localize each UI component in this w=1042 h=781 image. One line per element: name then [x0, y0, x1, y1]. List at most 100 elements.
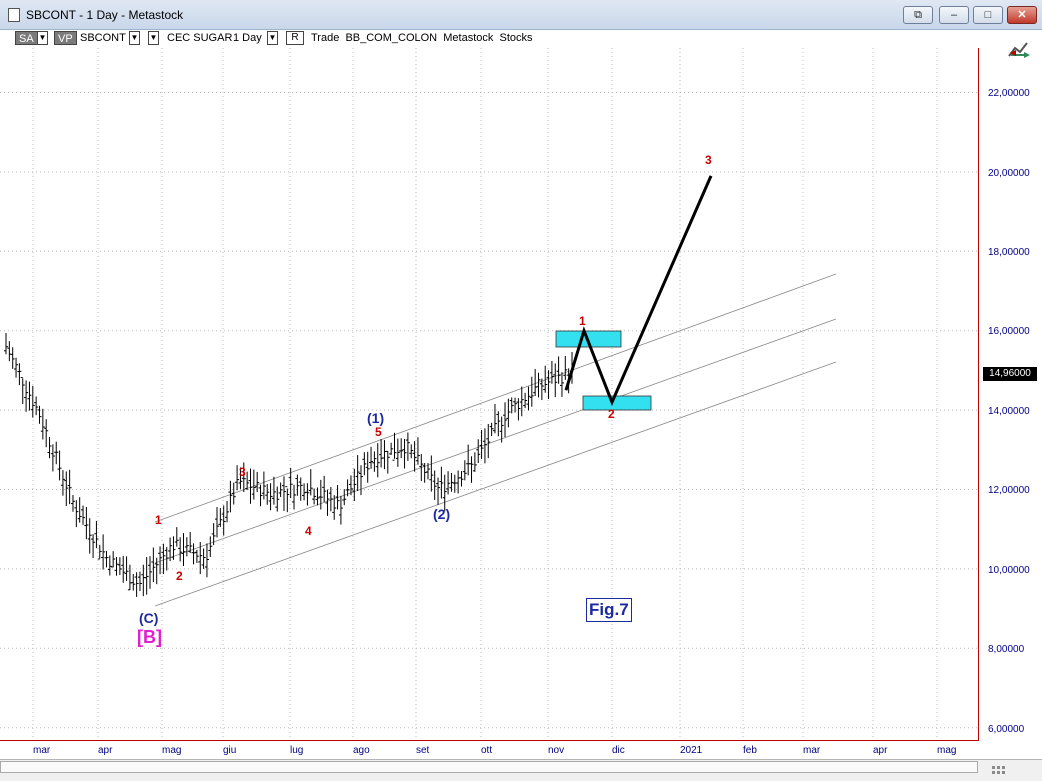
- price-tick: 16,00000: [988, 326, 1030, 337]
- price-bar: [261, 471, 266, 500]
- minimize-button[interactable]: –: [939, 6, 969, 24]
- price-bar: [415, 437, 420, 465]
- price-bar: [345, 479, 350, 497]
- restore-icon[interactable]: ⧉: [903, 6, 933, 24]
- price-bar: [14, 357, 19, 378]
- month-tick: giu: [223, 745, 237, 756]
- vp-button[interactable]: VP: [54, 31, 77, 45]
- period-dropdown-icon[interactable]: ▼: [267, 31, 278, 45]
- price-bar: [101, 534, 106, 570]
- price-bar: [40, 408, 45, 440]
- price-bar: [372, 451, 377, 472]
- figure-label: Fig.7: [586, 598, 632, 622]
- name-dropdown-icon[interactable]: ▼: [148, 31, 159, 45]
- price-bar: [379, 439, 384, 468]
- month-tick: mag: [162, 745, 182, 756]
- chart-toolbar: SA ▼ VP SBCONT ▼ ▼ CEC SUGAR 1 Day ▼ R T…: [0, 30, 978, 48]
- month-tick: apr: [873, 745, 888, 756]
- price-bar: [275, 486, 280, 512]
- price-bar: [425, 463, 430, 480]
- channel-lower-line: [154, 361, 837, 607]
- price-bar: [127, 564, 132, 591]
- price-bar: [496, 411, 501, 437]
- price-bar: [359, 465, 364, 496]
- price-bar: [271, 476, 276, 505]
- price-bar: [161, 543, 166, 575]
- wave-label-4: 4: [305, 524, 312, 538]
- wave-labels: 1 2 3 4 5 (1) (2) (C) [B] 1 2 3: [137, 153, 712, 647]
- symbol-label[interactable]: SBCONT: [80, 32, 126, 44]
- price-bar: [107, 555, 112, 576]
- price-bar: [292, 484, 297, 510]
- price-bar: [20, 377, 25, 405]
- price-bar: [499, 416, 504, 443]
- wave-label-major-1: (1): [367, 410, 384, 426]
- price-bar: [506, 398, 511, 428]
- month-tick: dic: [612, 745, 625, 756]
- security-info: Trade BB_COM_COLON Metastock Stocks: [311, 32, 533, 44]
- price-bar: [452, 474, 457, 493]
- price-bar: [50, 444, 55, 472]
- price-bar: [399, 438, 404, 459]
- price-bar: [114, 556, 119, 576]
- month-tick: ago: [353, 745, 370, 756]
- maximize-button[interactable]: □: [973, 6, 1003, 24]
- price-bar: [509, 397, 514, 414]
- price-bar: [389, 442, 394, 456]
- price-bar: [111, 551, 116, 568]
- month-tick: apr: [98, 745, 113, 756]
- price-bar: [456, 470, 461, 494]
- horizontal-scrollbar[interactable]: [0, 761, 978, 773]
- price-bar: [429, 455, 434, 492]
- price-bar: [566, 368, 571, 394]
- price-bar: [184, 537, 189, 557]
- price-bar: [543, 365, 548, 393]
- price-bar: [332, 495, 337, 520]
- price-bar: [519, 386, 524, 417]
- price-bar: [302, 483, 307, 501]
- price-bar: [255, 471, 260, 493]
- price-bar: [225, 501, 230, 523]
- price-bar: [70, 495, 75, 512]
- month-tick: mar: [33, 745, 51, 756]
- price-bar: [117, 557, 122, 576]
- price-bar: [446, 471, 451, 495]
- price-bar: [288, 467, 293, 499]
- price-bar: [228, 480, 233, 513]
- price-bar: [412, 441, 417, 472]
- price-bar: [523, 392, 528, 409]
- sa-button[interactable]: SA: [15, 31, 38, 45]
- close-button[interactable]: ✕: [1007, 6, 1037, 24]
- price-tick: 22,00000: [988, 88, 1030, 99]
- last-price-badge: 14,96000: [983, 367, 1037, 381]
- price-bar: [235, 465, 240, 491]
- price-bar: [278, 482, 283, 498]
- price-bar: [194, 549, 199, 563]
- resize-grip-icon[interactable]: [990, 762, 1010, 776]
- price-bar: [37, 405, 42, 424]
- price-bar: [516, 398, 521, 421]
- price-bar: [305, 483, 310, 506]
- price-bar: [476, 439, 481, 463]
- trend-channel: [154, 273, 837, 607]
- sa-dropdown-icon[interactable]: ▼: [37, 31, 48, 45]
- price-bar: [419, 454, 424, 482]
- price-bar: [539, 378, 544, 401]
- price-bar: [64, 471, 69, 506]
- price-bar: [479, 429, 484, 459]
- price-bar: [472, 452, 477, 472]
- price-bar: [281, 476, 286, 511]
- price-bar: [191, 543, 196, 565]
- target-box-wave-1: [555, 330, 622, 348]
- price-bar: [94, 520, 99, 549]
- price-bar: [241, 462, 246, 493]
- price-bar: [164, 547, 169, 571]
- price-bar: [251, 469, 256, 500]
- price-bar: [104, 550, 109, 568]
- price-bar: [549, 360, 554, 384]
- price-bar: [181, 533, 186, 567]
- indicator-tool-icon[interactable]: [1008, 40, 1032, 60]
- symbol-dropdown-icon[interactable]: ▼: [129, 31, 140, 45]
- r-button[interactable]: R: [286, 31, 304, 45]
